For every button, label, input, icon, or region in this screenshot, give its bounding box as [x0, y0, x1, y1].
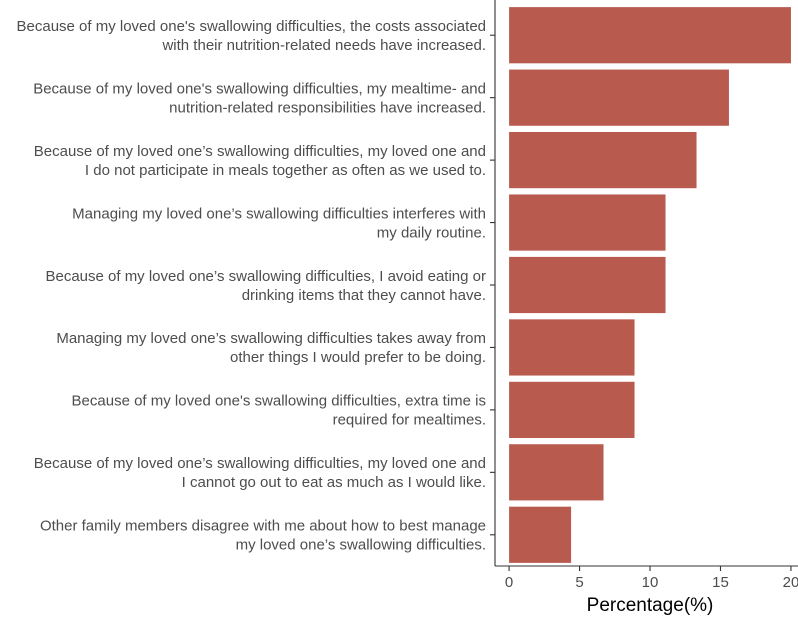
category-label-line: my daily routine. — [377, 224, 486, 241]
bar-9 — [509, 506, 572, 563]
category-label-line: I do not participate in meals together a… — [85, 162, 486, 179]
y-axis-ticks — [490, 34, 495, 536]
x-tick-label-5: 20 — [783, 574, 798, 591]
bar-6 — [509, 319, 635, 376]
bar-3 — [509, 132, 697, 189]
category-label-line: nutrition-related responsibilities have … — [169, 99, 486, 116]
bar-8 — [509, 444, 604, 501]
category-label-line: Because of my loved one’s swallowing dif… — [34, 143, 486, 160]
x-tick-label-2: 5 — [575, 574, 583, 591]
category-label-6: Managing my loved one’s swallowing diffi… — [56, 330, 486, 366]
category-label-line: Because of my loved one's swallowing dif… — [72, 393, 486, 410]
category-label-5: Because of my loved one’s swallowing dif… — [45, 268, 486, 304]
category-label-line: Managing my loved one’s swallowing diffi… — [56, 330, 486, 347]
x-axis-title: Percentage(%) — [587, 595, 714, 616]
category-label-1: Because of my loved one's swallowing dif… — [17, 18, 487, 54]
x-axis-ticks: 0 5 10 15 20 — [505, 566, 798, 591]
category-label-line: with their nutrition-related needs have … — [161, 37, 486, 54]
x-tick-label-1: 0 — [505, 574, 513, 591]
category-label-line: required for mealtimes. — [333, 412, 486, 429]
category-label-line: Managing my loved one’s swallowing diffi… — [72, 205, 486, 222]
category-labels: Because of my loved one's swallowing dif… — [17, 18, 487, 554]
category-label-line: Because of my loved one's swallowing dif… — [17, 18, 487, 35]
category-label-3: Because of my loved one’s swallowing dif… — [34, 143, 486, 179]
category-label-2: Because of my loved one's swallowing dif… — [33, 80, 486, 116]
category-label-7: Because of my loved one's swallowing dif… — [72, 393, 486, 429]
category-label-line: Because of my loved one’s swallowing dif… — [45, 268, 486, 285]
category-label-line: Because of my loved one’s swallowing dif… — [34, 455, 486, 472]
bars-group — [509, 7, 791, 563]
category-label-4: Managing my loved one’s swallowing diffi… — [72, 205, 486, 241]
bar-1 — [509, 7, 791, 64]
category-label-9: Other family members disagree with me ab… — [40, 518, 486, 554]
category-label-line: my loved one’s swallowing difficulties. — [236, 537, 486, 554]
category-label-line: I cannot go out to eat as much as I woul… — [182, 474, 486, 491]
bar-2 — [509, 69, 729, 126]
bar-4 — [509, 194, 666, 251]
x-tick-label-3: 10 — [642, 574, 659, 591]
category-label-line: drinking items that they cannot have. — [242, 287, 486, 304]
bar-5 — [509, 256, 666, 314]
category-label-line: Because of my loved one's swallowing dif… — [33, 80, 486, 97]
category-label-line: Other family members disagree with me ab… — [40, 518, 486, 535]
category-label-line: other things I would prefer to be doing. — [230, 349, 486, 366]
category-label-8: Because of my loved one’s swallowing dif… — [34, 455, 486, 491]
bar-7 — [509, 381, 635, 438]
x-tick-label-4: 15 — [712, 574, 729, 591]
